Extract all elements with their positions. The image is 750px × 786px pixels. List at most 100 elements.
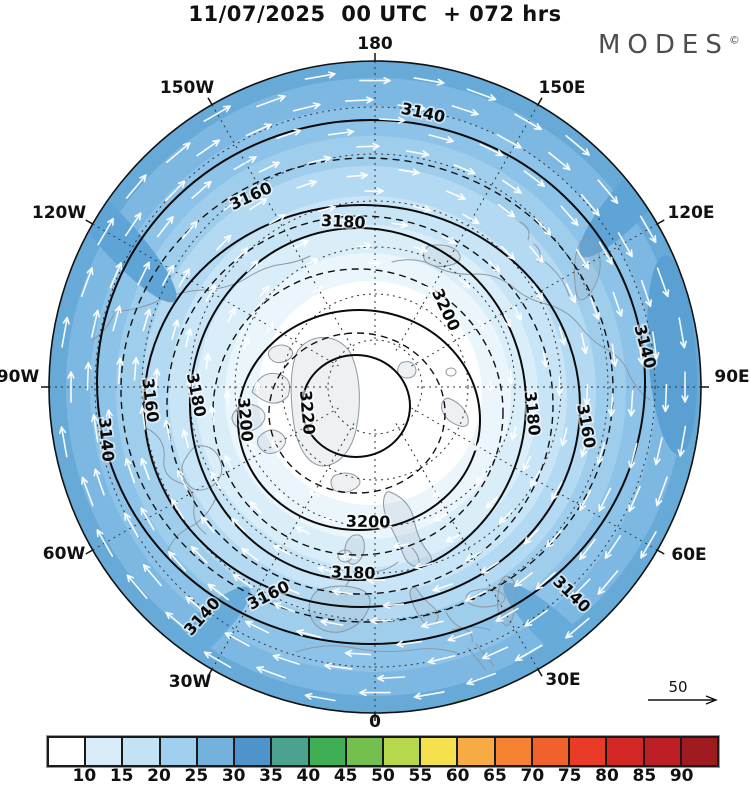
colorbar-tick-label: 55 [408, 766, 433, 786]
wind-arrow [224, 455, 233, 471]
wind-arrow [258, 161, 281, 173]
wind-arrow [474, 439, 482, 451]
wind-arrow [482, 646, 509, 660]
colorbar-cell [49, 738, 85, 765]
wind-arrow [453, 164, 476, 175]
colorbar-tick-label: 85 [632, 766, 657, 786]
lon-label-90W: 90W [0, 367, 39, 387]
wind-arrow [320, 618, 344, 626]
reference-wind-arrow: 50 [648, 678, 718, 705]
latitude-circle [281, 293, 469, 481]
wind-arrow [249, 441, 257, 455]
wind-arrow [370, 617, 394, 625]
solid-contour-3200 [237, 309, 481, 531]
wind-arrow [662, 383, 670, 413]
wind-arrow [565, 283, 577, 303]
colorbar-tick-labels: 10 15 20 25 30 35 40 45 50 55 60 65 70 75 80 85 90 [0, 766, 750, 786]
shading-patch [647, 255, 697, 455]
wind-arrow [91, 309, 100, 338]
dashed-contour [166, 215, 554, 595]
wind-arrow [627, 390, 636, 417]
wind-arrow [223, 195, 243, 211]
wind-arrow [513, 305, 523, 321]
colorbar-tick-label: 65 [483, 766, 507, 786]
wind-arrow [97, 217, 114, 246]
colorbar-tick-label: 45 [333, 766, 358, 786]
wind-arrow [652, 331, 660, 360]
wind-arrow [233, 156, 257, 171]
wind-arrow [617, 232, 633, 258]
wind-arrow [271, 440, 279, 452]
wind-arrow [273, 544, 291, 556]
lon-label-30W: 30W [169, 672, 212, 692]
wind-arrow [541, 351, 549, 368]
wind-arrow [116, 357, 124, 384]
wind-arrow [488, 260, 501, 273]
colorbar-cell [568, 738, 606, 765]
wind-arrow [182, 220, 198, 239]
boundary-tick [85, 219, 94, 225]
wind-arrow [268, 214, 286, 225]
boundary-tick [537, 668, 543, 677]
wind-arrow [253, 381, 261, 395]
wind-arrow [245, 620, 270, 634]
wind-arrow [210, 471, 222, 489]
wind-arrow [535, 571, 556, 590]
wind-arrow [231, 517, 246, 533]
wind-arrow [451, 105, 479, 116]
wind-arrow [427, 655, 456, 665]
wind-arrow [80, 267, 94, 297]
wind-arrow [412, 205, 432, 213]
wind-arrow [447, 631, 473, 642]
wind-arrow [612, 291, 623, 317]
wind-arrow [124, 212, 142, 237]
colorbar-tick-label: 40 [296, 766, 321, 786]
wind-arrow [345, 96, 374, 104]
wind-arrow [227, 307, 236, 323]
wind-arrow [529, 245, 544, 263]
wind-arrow [532, 283, 544, 301]
coast-iceland [330, 472, 361, 494]
wind-arrow [500, 245, 516, 260]
wind-arrow [433, 513, 447, 522]
wind-arrow [570, 578, 591, 600]
wind-arrow [396, 640, 423, 648]
wind-arrow [168, 551, 187, 572]
wind-arrow [475, 472, 486, 485]
wind-arrow [340, 553, 358, 561]
colorbar-tick-label: 75 [557, 766, 582, 786]
coast-siberia [391, 259, 651, 401]
wind-arrow [274, 491, 286, 502]
wind-arrow [359, 77, 391, 85]
wind-arrow [185, 596, 208, 615]
wind-speed-colorbar [46, 735, 720, 768]
wind-arrow [177, 469, 188, 490]
wind-arrow [346, 171, 368, 180]
wind-arrow [178, 268, 190, 288]
coast-franz-josef [445, 367, 457, 377]
coast-pacific-na [91, 313, 115, 341]
wind-arrow [510, 426, 518, 441]
colorbar-tick-label: 30 [221, 766, 246, 786]
wind-arrow [485, 496, 498, 509]
wind-arrow [190, 546, 208, 564]
colorbar-tick-label: 15 [109, 766, 134, 786]
modes-logo-text: MODES [598, 30, 729, 60]
wind-arrow [224, 632, 250, 647]
wind-arrow [137, 261, 150, 286]
coast-novaya-zemlya [441, 397, 469, 427]
lon-label-120W: 120W [32, 203, 86, 223]
wind-arrow [191, 180, 212, 199]
wind-arrow [205, 284, 216, 302]
wind-arrow [112, 305, 122, 332]
solid-contour-3140 [96, 119, 646, 645]
wind-arrow [628, 485, 641, 513]
dashed-contour [120, 157, 614, 623]
wind-arrow [304, 692, 336, 702]
wind-arrow [548, 151, 571, 171]
wind-arrow [312, 285, 324, 293]
wind-arrow [124, 457, 136, 484]
contour-label: 3180 [331, 562, 376, 583]
wind-arrow [598, 241, 613, 265]
colorbar-tick-label: 80 [595, 766, 619, 786]
